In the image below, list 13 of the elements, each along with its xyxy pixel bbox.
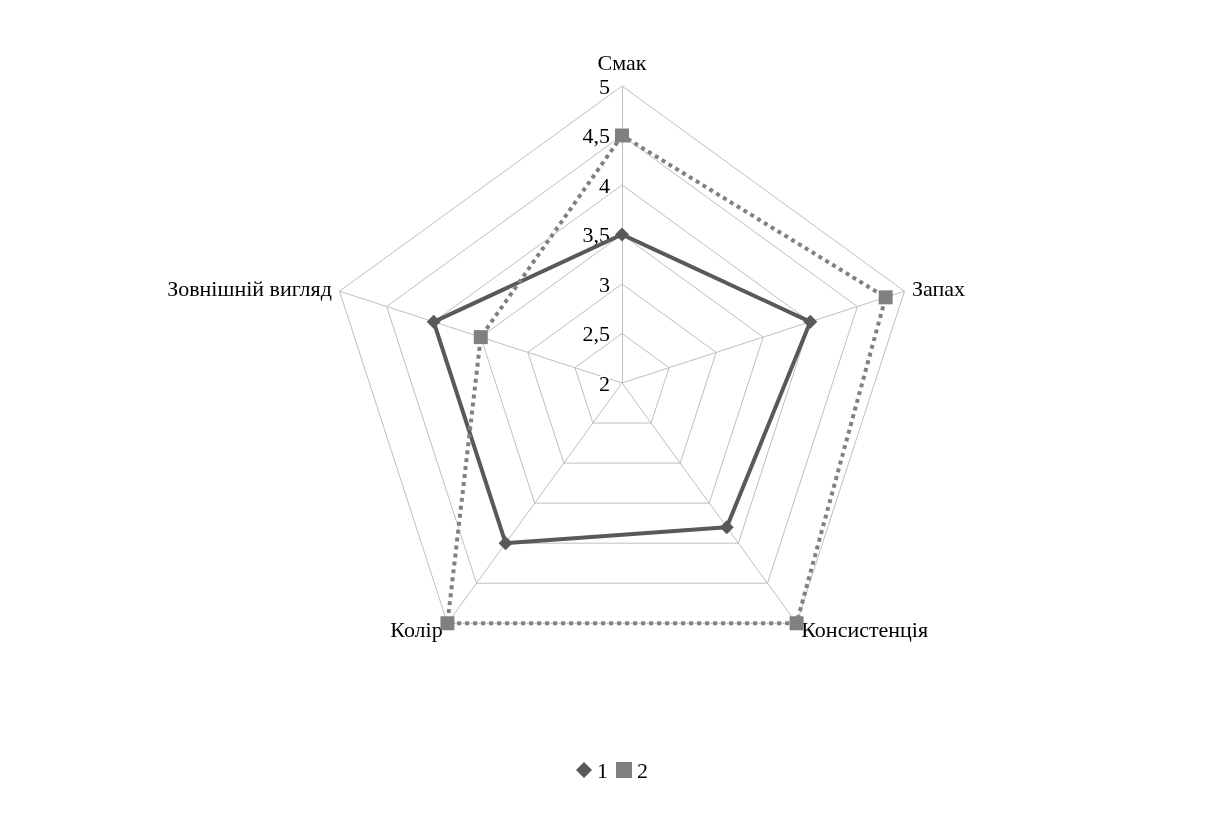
spoke-label: Запах <box>912 276 966 302</box>
spoke-label: Смак <box>597 50 647 76</box>
y-tick-label: 5 <box>599 73 610 99</box>
spoke-label: Консистенція <box>801 617 929 643</box>
y-tick-label: 4 <box>599 172 610 198</box>
spoke-label: Зовнішній вигляд <box>167 276 332 302</box>
legend-label: 2 <box>637 757 648 783</box>
spoke-label: Колір <box>390 617 443 643</box>
y-tick-label: 2,5 <box>582 321 610 346</box>
y-tick-label: 2 <box>599 370 610 396</box>
legend-label: 1 <box>597 757 608 783</box>
y-tick-label: 4,5 <box>582 123 610 148</box>
y-tick-label: 3 <box>599 271 610 297</box>
